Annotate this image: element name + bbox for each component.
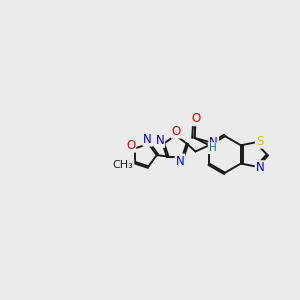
Text: N: N [143,133,152,146]
Text: CH₃: CH₃ [113,160,134,170]
Text: N: N [209,136,218,148]
Text: S: S [256,135,263,148]
Text: O: O [172,125,181,138]
Text: O: O [191,112,200,125]
Text: N: N [256,161,264,174]
Text: N: N [155,134,164,147]
Text: O: O [126,139,135,152]
Text: H: H [208,143,216,153]
Text: N: N [176,154,184,167]
